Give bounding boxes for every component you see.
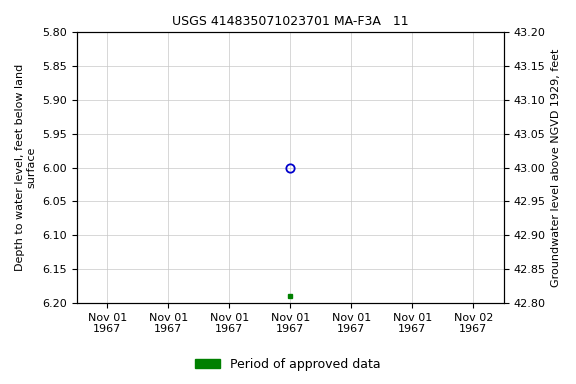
Title: USGS 414835071023701 MA-F3A   11: USGS 414835071023701 MA-F3A 11 <box>172 15 408 28</box>
Y-axis label: Groundwater level above NGVD 1929, feet: Groundwater level above NGVD 1929, feet <box>551 48 561 287</box>
Legend: Period of approved data: Period of approved data <box>190 353 386 376</box>
Y-axis label: Depth to water level, feet below land
surface: Depth to water level, feet below land su… <box>15 64 37 271</box>
